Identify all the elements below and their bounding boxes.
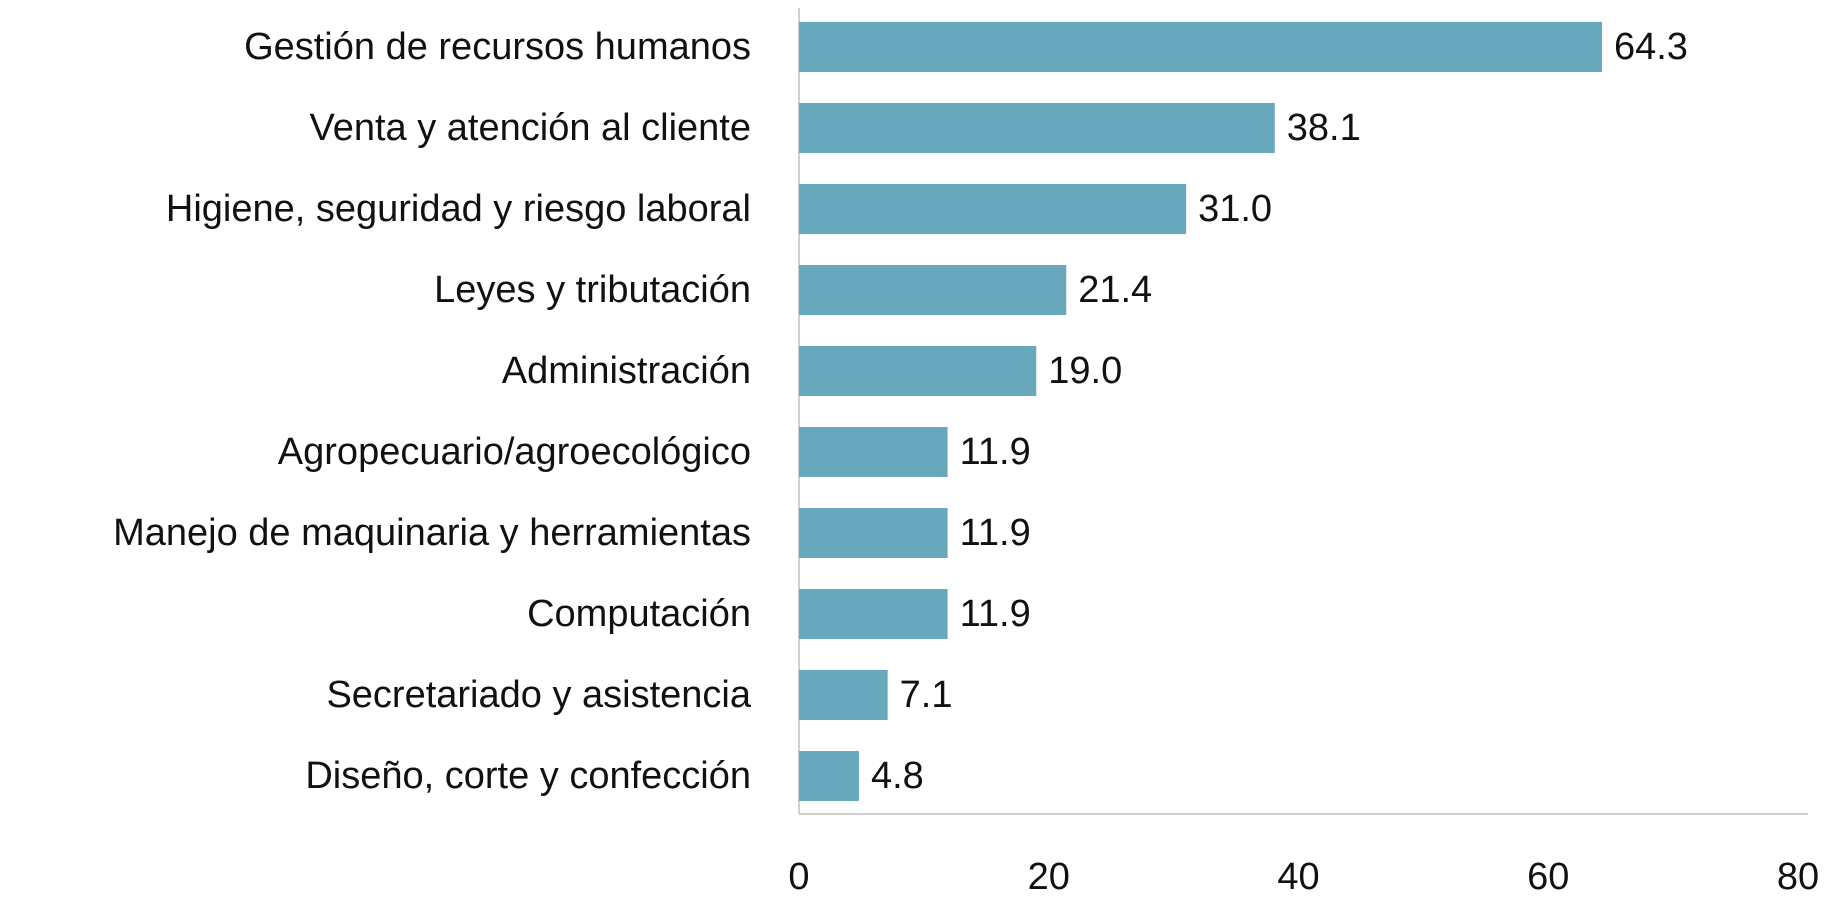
data-label: 4.8 [871,755,924,797]
data-label: 64.3 [1614,26,1688,68]
bar [799,670,888,720]
bar [799,184,1187,234]
y-tick-label: Higiene, seguridad y riesgo laboral [166,188,751,230]
data-label: 11.9 [960,431,1031,473]
bar [799,751,859,801]
y-tick-label: Secretariado y asistencia [326,674,751,716]
bar [799,22,1602,72]
bar [799,346,1037,396]
y-tick-label: Computación [527,593,751,635]
x-tick-label: 80 [1777,856,1819,898]
data-label: 38.1 [1287,107,1361,149]
y-tick-label: Diseño, corte y confección [305,755,751,797]
y-tick-label: Manejo de maquinaria y herramientas [113,512,751,554]
data-label: 11.9 [960,593,1031,635]
data-label: 19.0 [1048,350,1122,392]
y-tick-label: Venta y atención al cliente [309,107,751,149]
bar [799,508,948,558]
x-tick-label: 0 [788,856,809,898]
y-tick-label: Gestión de recursos humanos [244,26,751,68]
bar [799,265,1067,315]
bar [799,427,948,477]
bar [799,103,1275,153]
y-tick-label: Leyes y tributación [434,269,751,311]
data-label: 7.1 [900,674,953,716]
data-label: 31.0 [1198,188,1272,230]
x-tick-label: 40 [1277,856,1319,898]
y-tick-label: Administración [502,350,751,392]
x-tick-label: 20 [1028,856,1070,898]
x-tick-label: 60 [1527,856,1569,898]
data-label: 21.4 [1078,269,1152,311]
data-label: 11.9 [960,512,1031,554]
bar [799,589,948,639]
y-tick-label: Agropecuario/agroecológico [278,431,751,473]
